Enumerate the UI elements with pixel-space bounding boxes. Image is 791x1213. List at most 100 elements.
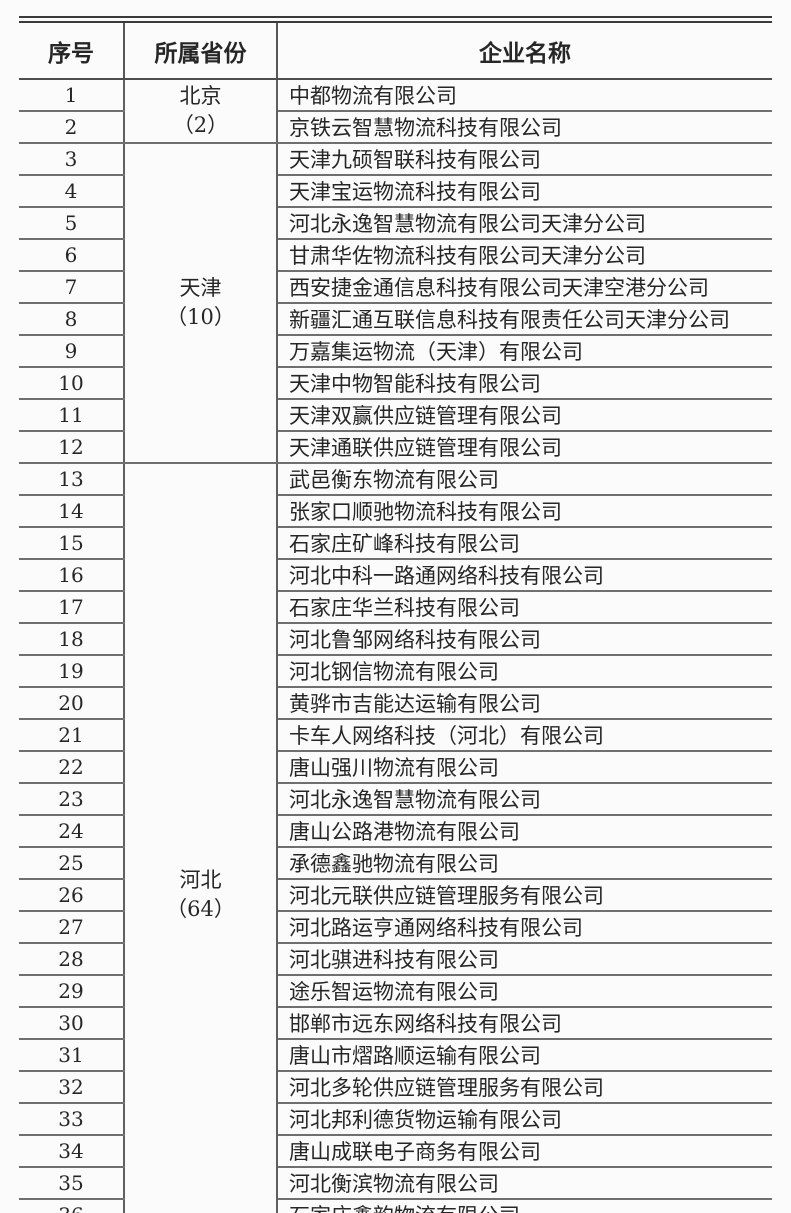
serial-cell: 3 xyxy=(19,143,125,176)
serial-cell: 35 xyxy=(19,1167,125,1200)
serial-cell: 6 xyxy=(19,239,125,272)
table-row: 4 天津宝运物流科技有限公司 xyxy=(19,175,772,208)
company-cell: 石家庄鑫韵物流有限公司 xyxy=(277,1199,772,1213)
company-cell: 卡车人网络科技（河北）有限公司 xyxy=(277,719,772,752)
company-cell: 张家口顺驰物流科技有限公司 xyxy=(277,495,772,528)
serial-cell: 28 xyxy=(19,943,125,976)
province-name: 天津 xyxy=(179,275,222,300)
serial-cell: 18 xyxy=(19,623,125,656)
company-cell: 途乐智运物流有限公司 xyxy=(277,975,772,1008)
serial-cell: 13 xyxy=(19,463,125,496)
serial-cell: 29 xyxy=(19,975,125,1008)
company-cell: 新疆汇通互联信息科技有限责任公司天津分公司 xyxy=(277,303,772,336)
serial-cell: 23 xyxy=(19,783,125,816)
company-cell: 天津通联供应链管理有限公司 xyxy=(277,431,772,464)
table-row: 19 河北钢信物流有限公司 xyxy=(19,655,772,688)
company-cell: 河北中科一路通网络科技有限公司 xyxy=(277,559,772,592)
company-cell: 唐山公路港物流有限公司 xyxy=(277,815,772,848)
table-row: 9 万嘉集运物流（天津）有限公司 xyxy=(19,335,772,368)
province-cell: 河北 （64） xyxy=(124,463,278,1213)
province-cell: 北京 （2） xyxy=(124,79,278,144)
serial-cell: 20 xyxy=(19,687,125,720)
company-cell: 河北永逸智慧物流有限公司 xyxy=(277,783,772,816)
table-row: 7 西安捷金通信息科技有限公司天津空港分公司 xyxy=(19,271,772,304)
serial-cell: 9 xyxy=(19,335,125,368)
table-row: 21 卡车人网络科技（河北）有限公司 xyxy=(19,719,772,752)
serial-cell: 2 xyxy=(19,111,125,144)
serial-cell: 34 xyxy=(19,1135,125,1168)
company-cell: 京铁云智慧物流科技有限公司 xyxy=(277,111,772,144)
company-cell: 河北骐进科技有限公司 xyxy=(277,943,772,976)
table-row: 15 石家庄矿峰科技有限公司 xyxy=(19,527,772,560)
company-cell: 天津双赢供应链管理有限公司 xyxy=(277,399,772,432)
table-row: 17 石家庄华兰科技有限公司 xyxy=(19,591,772,624)
province-name: 北京 xyxy=(179,83,222,108)
serial-cell: 17 xyxy=(19,591,125,624)
header-cell-province: 所属省份 xyxy=(124,23,278,80)
table-row: 22 唐山强川物流有限公司 xyxy=(19,751,772,784)
table-row: 25 承德鑫驰物流有限公司 xyxy=(19,847,772,880)
company-cell: 河北衡滨物流有限公司 xyxy=(277,1167,772,1200)
table-row: 29 途乐智运物流有限公司 xyxy=(19,975,772,1008)
table-row: 36 石家庄鑫韵物流有限公司 xyxy=(19,1199,772,1213)
table-row: 2 京铁云智慧物流科技有限公司 xyxy=(19,111,772,144)
header-cell-company: 企业名称 xyxy=(277,23,772,80)
company-cell: 武邑衡东物流有限公司 xyxy=(277,463,772,496)
serial-cell: 15 xyxy=(19,527,125,560)
company-cell: 河北鲁邹网络科技有限公司 xyxy=(277,623,772,656)
company-cell: 万嘉集运物流（天津）有限公司 xyxy=(277,335,772,368)
serial-cell: 32 xyxy=(19,1071,125,1104)
company-cell: 河北路运亨通网络科技有限公司 xyxy=(277,911,772,944)
company-cell: 河北多轮供应链管理服务有限公司 xyxy=(277,1071,772,1104)
table-row: 28 河北骐进科技有限公司 xyxy=(19,943,772,976)
company-cell: 唐山强川物流有限公司 xyxy=(277,751,772,784)
table-row: 33 河北邦利德货物运输有限公司 xyxy=(19,1103,772,1136)
serial-cell: 14 xyxy=(19,495,125,528)
serial-cell: 25 xyxy=(19,847,125,880)
table-row: 31 唐山市熠路顺运输有限公司 xyxy=(19,1039,772,1072)
serial-cell: 33 xyxy=(19,1103,125,1136)
header-cell-serial: 序号 xyxy=(19,23,125,80)
table-row: 20 黄骅市吉能达运输有限公司 xyxy=(19,687,772,720)
company-table-wrapper: 序号 所属省份 企业名称 1 北京 （2） 中都物流有限公司 2 京铁云智慧物流科技有限公… xyxy=(19,16,772,1213)
serial-cell: 12 xyxy=(19,431,125,464)
table-row: 23 河北永逸智慧物流有限公司 xyxy=(19,783,772,816)
province-cell: 天津 （10） xyxy=(124,143,278,464)
serial-cell: 1 xyxy=(19,79,125,112)
serial-cell: 11 xyxy=(19,399,125,432)
table-row: 24 唐山公路港物流有限公司 xyxy=(19,815,772,848)
company-cell: 唐山成联电子商务有限公司 xyxy=(277,1135,772,1168)
company-cell: 甘肃华佐物流科技有限公司天津分公司 xyxy=(277,239,772,272)
serial-cell: 8 xyxy=(19,303,125,336)
table-row: 12 天津通联供应链管理有限公司 xyxy=(19,431,772,464)
province-count: （64） xyxy=(166,897,235,921)
table-row: 11 天津双赢供应链管理有限公司 xyxy=(19,399,772,432)
serial-cell: 24 xyxy=(19,815,125,848)
serial-cell: 16 xyxy=(19,559,125,592)
table-row: 35 河北衡滨物流有限公司 xyxy=(19,1167,772,1200)
table-row: 18 河北鲁邹网络科技有限公司 xyxy=(19,623,772,656)
company-cell: 黄骅市吉能达运输有限公司 xyxy=(277,687,772,720)
table-row: 3 天津 （10） 天津九硕智联科技有限公司 xyxy=(19,143,772,464)
table-row: 13 河北 （64） 武邑衡东物流有限公司 xyxy=(19,463,772,1213)
province-name: 河北 xyxy=(179,867,222,892)
table-row: 10 天津中物智能科技有限公司 xyxy=(19,367,772,400)
company-cell: 西安捷金通信息科技有限公司天津空港分公司 xyxy=(277,271,772,304)
table-row: 34 唐山成联电子商务有限公司 xyxy=(19,1135,772,1168)
table-row: 6 甘肃华佐物流科技有限公司天津分公司 xyxy=(19,239,772,272)
company-cell: 天津中物智能科技有限公司 xyxy=(277,367,772,400)
serial-cell: 36 xyxy=(19,1199,125,1213)
serial-cell: 30 xyxy=(19,1007,125,1040)
province-count: （2） xyxy=(172,113,229,137)
table-row: 30 邯郸市远东网络科技有限公司 xyxy=(19,1007,772,1040)
table-row: 14 张家口顺驰物流科技有限公司 xyxy=(19,495,772,528)
company-cell: 邯郸市远东网络科技有限公司 xyxy=(277,1007,772,1040)
company-cell: 天津宝运物流科技有限公司 xyxy=(277,175,772,208)
table-row: 1 北京 （2） 中都物流有限公司 xyxy=(19,79,772,144)
serial-cell: 26 xyxy=(19,879,125,912)
serial-cell: 4 xyxy=(19,175,125,208)
company-cell: 河北元联供应链管理服务有限公司 xyxy=(277,879,772,912)
table-row: 5 河北永逸智慧物流有限公司天津分公司 xyxy=(19,207,772,240)
company-cell: 石家庄华兰科技有限公司 xyxy=(277,591,772,624)
header-row: 序号 所属省份 企业名称 xyxy=(19,23,772,80)
